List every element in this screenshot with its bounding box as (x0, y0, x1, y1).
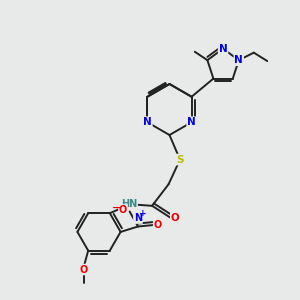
Text: O: O (171, 213, 180, 224)
Text: −: − (112, 203, 122, 213)
Text: N: N (234, 55, 243, 65)
Text: S: S (176, 154, 184, 165)
Text: O: O (80, 265, 88, 275)
Text: N: N (187, 117, 196, 127)
Text: O: O (154, 220, 162, 230)
Text: N: N (219, 44, 227, 54)
Text: N: N (143, 117, 152, 127)
Text: O: O (119, 205, 127, 215)
Text: HN: HN (121, 199, 137, 209)
Text: N: N (134, 213, 142, 223)
Text: +: + (139, 209, 146, 218)
